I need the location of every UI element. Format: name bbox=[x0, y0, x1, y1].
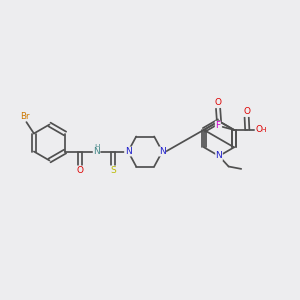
Text: F: F bbox=[215, 121, 220, 130]
Text: O: O bbox=[214, 98, 222, 107]
Text: H: H bbox=[94, 144, 99, 150]
Text: S: S bbox=[110, 166, 116, 175]
Text: N: N bbox=[93, 147, 100, 156]
Text: N: N bbox=[216, 152, 222, 160]
Text: N: N bbox=[125, 147, 131, 156]
Text: O: O bbox=[255, 125, 262, 134]
Text: N: N bbox=[159, 147, 166, 156]
Text: H: H bbox=[261, 127, 266, 133]
Text: O: O bbox=[76, 166, 84, 175]
Text: O: O bbox=[243, 107, 250, 116]
Text: Br: Br bbox=[20, 112, 30, 121]
